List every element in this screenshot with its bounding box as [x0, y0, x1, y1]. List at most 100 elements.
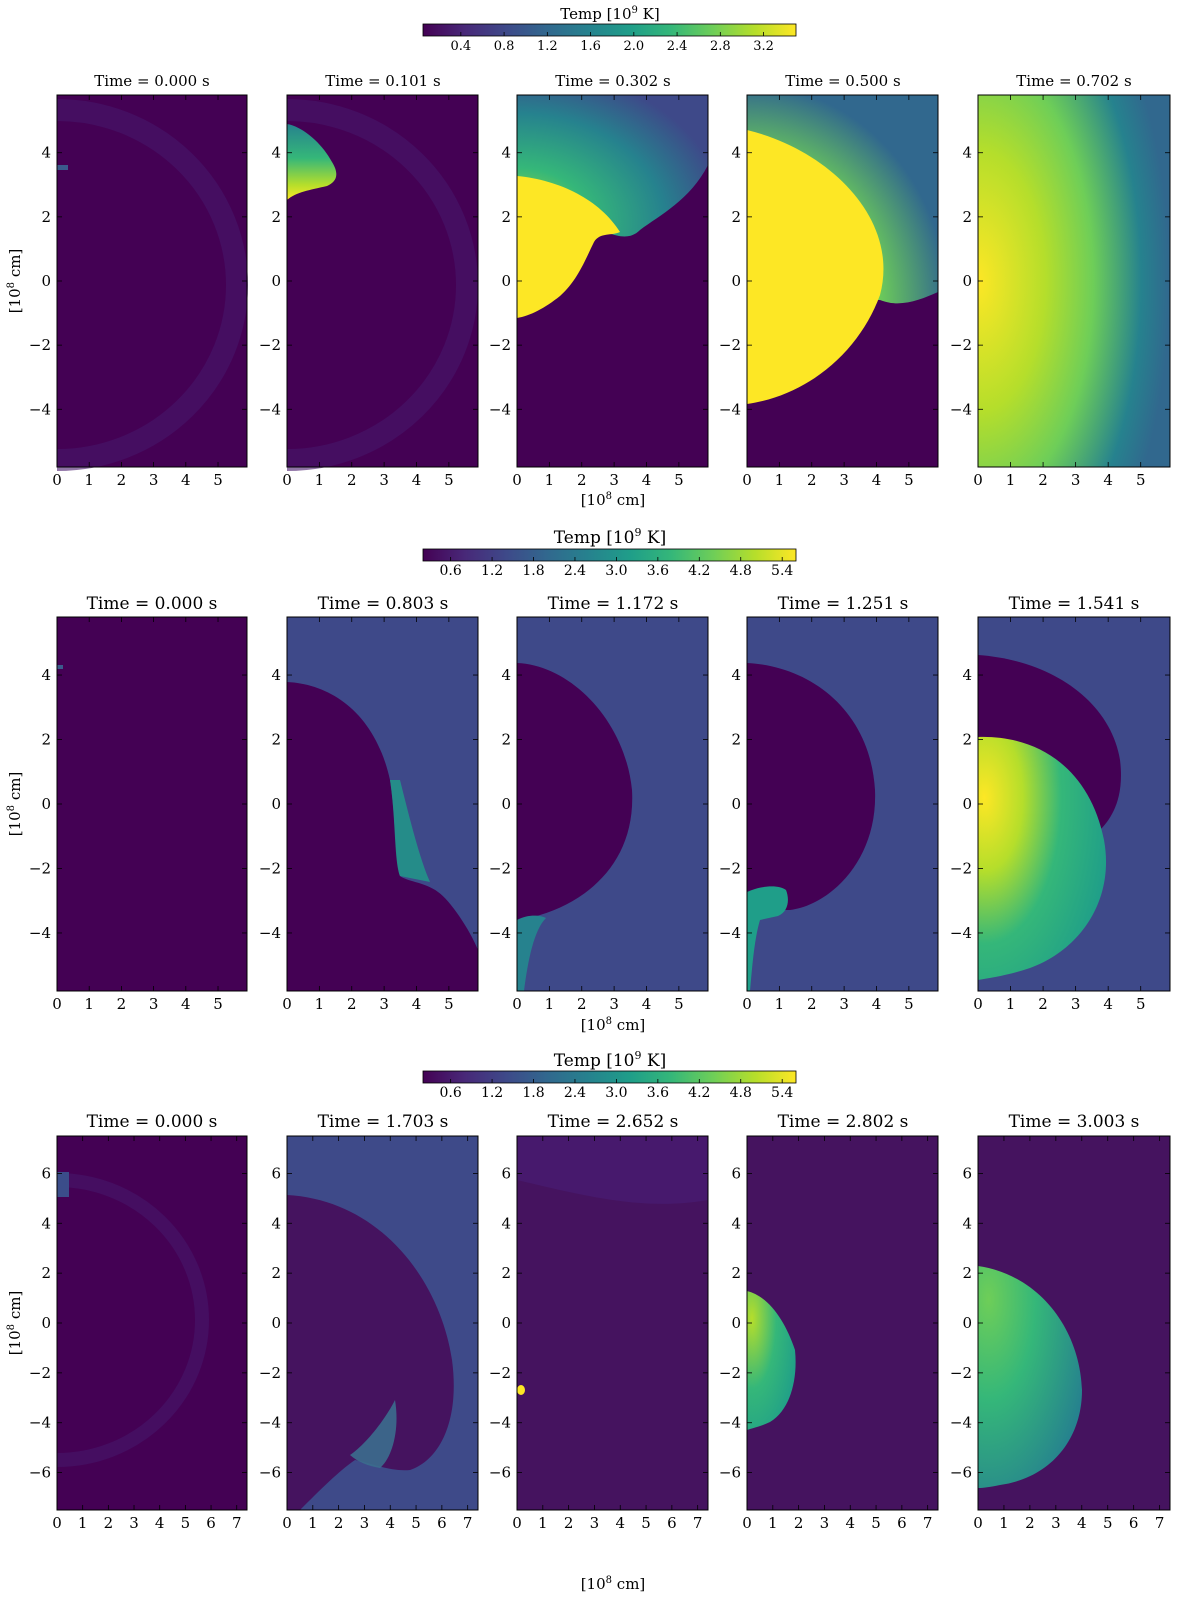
y-tick-label: 0 [731, 1314, 741, 1332]
colorbar-2: Temp [109 K] 0.6 1.2 1.8 2.4 3.0 3.6 4.2 4.8 5.4 [422, 526, 797, 579]
x-tick-label: 2 [577, 471, 587, 489]
y-tick-label: 2 [41, 731, 51, 749]
x-tick-label: 2 [347, 995, 357, 1013]
y-tick-label: 2 [962, 1264, 972, 1282]
x-tick-label: 4 [412, 471, 422, 489]
x-tick-label: 0 [742, 995, 752, 1013]
panel-2-2-front [390, 780, 430, 882]
panel-2-1-field [57, 617, 247, 991]
x-tick-label: 1 [84, 995, 94, 1013]
panel-2-3-cold [517, 663, 633, 930]
y-tick-label: −2 [489, 859, 511, 877]
y-tick-label: 4 [271, 1214, 281, 1232]
panel-2-3-plume [517, 915, 546, 991]
x-tick-label: 5 [674, 471, 684, 489]
x-tick-label: 1 [315, 995, 325, 1013]
y-tick-label: 4 [41, 666, 51, 684]
x-tick-label: 7 [923, 1514, 933, 1532]
y-tick-label: −2 [950, 336, 972, 354]
colorbar-tick-label: 4.8 [730, 1085, 752, 1101]
panel-1-5-field [978, 95, 1170, 467]
panel-1-4-front [747, 130, 884, 404]
colorbar-3-label: Temp [109 K] [554, 1049, 667, 1071]
y-tick-label: −4 [950, 1414, 972, 1432]
x-tick-label: 1 [1006, 995, 1016, 1013]
y-tick-label: 2 [501, 1264, 511, 1282]
row-2-xlabel: [108 cm] [581, 1016, 646, 1034]
colorbar-tick-label: 2.0 [623, 39, 644, 54]
y-tick-label: −4 [489, 924, 511, 942]
y-tick-label: 4 [731, 1214, 741, 1232]
colorbar-tick-label: 4.2 [688, 563, 710, 579]
x-tick-label: 7 [232, 1514, 242, 1532]
row-3-xlabel: [108 cm] [581, 1575, 646, 1593]
x-tick-label: 5 [674, 995, 684, 1013]
y-tick-label: −2 [719, 336, 741, 354]
panel-3-4-title: Time = 2.802 s [778, 1112, 909, 1132]
x-tick-label: 2 [117, 471, 127, 489]
y-tick-label: 2 [41, 208, 51, 226]
x-tick-label: 1 [1006, 471, 1016, 489]
panel-2-3-title: Time = 1.172 s [548, 594, 679, 614]
x-tick-label: 5 [904, 995, 914, 1013]
x-tick-label: 3 [1051, 1514, 1061, 1532]
x-tick-label: 0 [52, 1514, 62, 1532]
row-1-ylabel: [108 cm] [6, 249, 24, 314]
y-tick-label: 6 [271, 1164, 281, 1182]
y-tick-label: −4 [259, 400, 281, 418]
colorbar-tick-label: 1.8 [522, 563, 544, 579]
y-tick-label: 0 [41, 795, 51, 813]
panel-3-5-front [978, 1266, 1082, 1488]
colorbar-tick-label: 1.2 [481, 1085, 503, 1101]
y-tick-label: −4 [719, 400, 741, 418]
colorbar-tick-label: 1.2 [537, 39, 558, 54]
panel-3-1-hotspot [57, 1172, 69, 1197]
y-tick-label: −4 [29, 924, 51, 942]
y-tick-label: −2 [259, 859, 281, 877]
x-tick-label: 1 [775, 995, 785, 1013]
x-tick-label: 1 [538, 1514, 548, 1532]
x-tick-label: 0 [282, 471, 292, 489]
y-tick-label: −2 [489, 336, 511, 354]
y-tick-label: 4 [41, 144, 51, 162]
panel-3-1: Time = 0.000 s [56, 1112, 247, 1510]
x-tick-label: 4 [155, 1514, 165, 1532]
y-tick-label: 0 [501, 1314, 511, 1332]
x-tick-label: 4 [412, 995, 422, 1013]
x-tick-label: 1 [768, 1514, 778, 1532]
colorbar-3: Temp [109 K] 0.6 1.2 1.8 2.4 3.0 3.6 4.2 4.8 5.4 [422, 1049, 797, 1101]
y-tick-label: 4 [271, 666, 281, 684]
y-tick-label: −4 [719, 924, 741, 942]
colorbar-2-label: Temp [109 K] [554, 526, 667, 548]
y-tick-label: 4 [962, 666, 972, 684]
y-tick-label: −4 [29, 1414, 51, 1432]
x-tick-label: 2 [1038, 995, 1048, 1013]
panel-2-1: Time = 0.000 s [57, 594, 247, 991]
x-tick-label: 0 [282, 1514, 292, 1532]
x-tick-label: 3 [379, 995, 389, 1013]
x-tick-label: 1 [775, 471, 785, 489]
x-tick-label: 1 [545, 995, 555, 1013]
y-tick-label: −4 [259, 924, 281, 942]
panel-3-1-shell [56, 1173, 209, 1467]
row-2-axes: 0 1 2 3 4 5 4 2 0 −2 −4 0 1 2 3 4 5 4 2 0 −2 −4 0 1 2 3 4 5 4 2 0 −2 −4 0… [29, 616, 1171, 1013]
x-tick-label: 6 [667, 1514, 677, 1532]
y-tick-label: 0 [501, 795, 511, 813]
panel-2-4-title: Time = 1.251 s [778, 594, 909, 614]
panel-1-1-title: Time = 0.000 s [94, 72, 209, 90]
x-tick-label: 2 [794, 1514, 804, 1532]
x-tick-label: 4 [1103, 471, 1113, 489]
colorbar-tick-label: 1.2 [481, 563, 503, 579]
y-tick-label: −2 [259, 1364, 281, 1382]
colorbar-tick-label: 2.8 [710, 39, 731, 54]
panel-3-5-title: Time = 3.003 s [1009, 1112, 1140, 1132]
panel-2-3: Time = 1.172 s [517, 594, 708, 991]
panel-2-1-title: Time = 0.000 s [87, 594, 218, 614]
x-tick-label: 7 [463, 1514, 473, 1532]
x-tick-label: 3 [149, 995, 159, 1013]
colorbar-tick-label: 0.6 [439, 1085, 461, 1101]
row-1-axes: 0 1 2 3 4 5 4 2 0 −2 −4 0 1 2 3 4 5 4 2 0 −2 −4 0 1 2 3 4 5 4 2 0 −2 −4 0… [29, 94, 1171, 489]
y-tick-label: 2 [501, 731, 511, 749]
x-tick-label: 5 [444, 471, 454, 489]
y-tick-label: 0 [731, 272, 741, 290]
